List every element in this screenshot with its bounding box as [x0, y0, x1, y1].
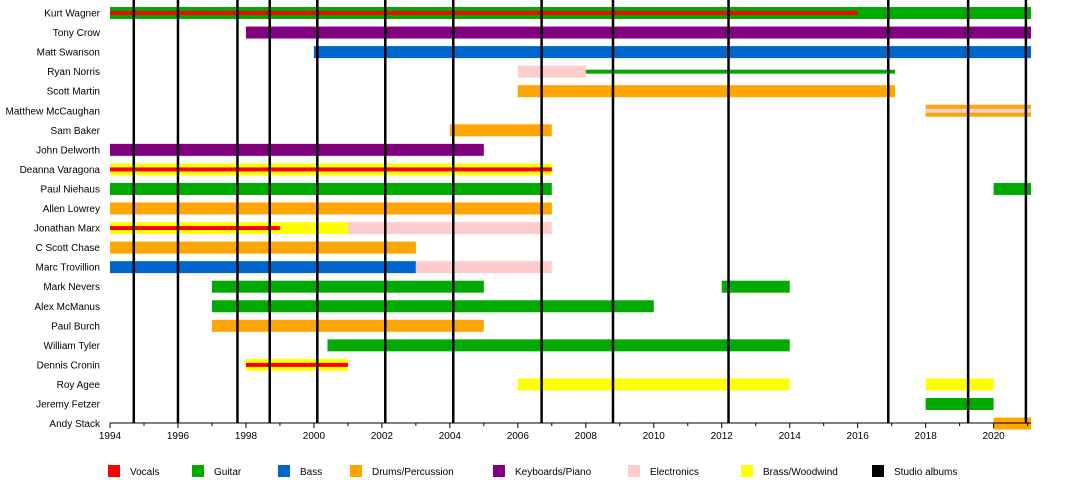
- x-tick-label-1994: 1994: [99, 431, 122, 442]
- bar-roy-agee-brass-woodwind-1: [925, 378, 994, 391]
- stripe-ryan-norris-guitar-0: [585, 69, 896, 74]
- bar-paul-burch-drums-percussion-0: [211, 319, 484, 332]
- member-label-marc-trovillion: Marc Trovillion: [36, 263, 100, 274]
- member-label-scott-martin: Scott Martin: [47, 87, 100, 98]
- member-label-c-scott-chase: C Scott Chase: [36, 243, 101, 254]
- bar-paul-niehaus-guitar-1: [993, 182, 1031, 195]
- member-label-tony-crow: Tony Crow: [53, 28, 101, 39]
- bar-marc-trovillion-bass-0: [110, 261, 416, 274]
- bar-mark-nevers-guitar-0: [211, 280, 484, 293]
- legend: Vocals Guitar Bass Drums/Percussion Keyboard…: [108, 465, 957, 478]
- bar-roy-agee-brass-woodwind-0: [517, 378, 790, 391]
- legend-label-studio-albums: Studio albums: [894, 467, 957, 478]
- legend-label-keyboards-piano: Keyboards/Piano: [515, 467, 592, 478]
- member-label-alex-mcmanus: Alex McManus: [34, 302, 100, 313]
- x-tick-label-2020: 2020: [982, 431, 1005, 442]
- bar-matt-swanson-bass-0: [313, 46, 1031, 59]
- studio-album-lines: [132, 0, 1028, 423]
- member-label-william-tyler: William Tyler: [44, 341, 101, 352]
- bar-ryan-norris-electronics-0: [517, 65, 586, 78]
- legend-swatch-brass-woodwind: [741, 465, 753, 477]
- bar-c-scott-chase-drums-percussion-0: [110, 241, 416, 254]
- member-label-kurt-wagner: Kurt Wagner: [44, 9, 100, 20]
- bar-paul-niehaus-guitar-0: [110, 182, 552, 195]
- legend-swatch-guitar: [192, 465, 204, 477]
- bar-andy-stack-drums-percussion-0: [993, 417, 1031, 430]
- bar-scott-martin-drums-percussion-0: [517, 85, 896, 98]
- x-tick-label-1996: 1996: [167, 431, 190, 442]
- legend-label-bass: Bass: [300, 467, 322, 478]
- bar-jonathan-marx-electronics-1: [347, 222, 552, 235]
- member-bars: [110, 7, 1031, 430]
- legend-swatch-bass: [278, 465, 290, 477]
- bar-tony-crow-keyboards-piano-0: [245, 26, 1031, 39]
- stripe-kurt-wagner-vocals-0: [110, 11, 858, 15]
- x-tick-label-2004: 2004: [439, 431, 462, 442]
- member-labels: Kurt Wagner Tony Crow Matt Swanson Ryan Nor…: [6, 9, 101, 431]
- bar-sam-baker-drums-percussion-0: [449, 124, 552, 137]
- stripe-deanna-varagona-vocals-0: [110, 167, 552, 172]
- member-label-sam-baker: Sam Baker: [51, 126, 101, 137]
- bar-jeremy-fetzer-guitar-0: [925, 398, 994, 410]
- member-label-dennis-cronin: Dennis Cronin: [37, 360, 100, 371]
- legend-label-guitar: Guitar: [214, 467, 242, 478]
- legend-label-drums-percussion: Drums/Percussion: [372, 467, 454, 478]
- member-label-paul-niehaus: Paul Niehaus: [41, 184, 100, 195]
- member-label-mark-nevers: Mark Nevers: [43, 282, 100, 293]
- bar-marc-trovillion-electronics-1: [415, 261, 552, 274]
- member-label-matt-swanson: Matt Swanson: [37, 48, 100, 59]
- legend-swatch-drums-percussion: [350, 465, 362, 477]
- stripe-jonathan-marx-vocals-0: [110, 226, 280, 231]
- x-axis: 1994 1996 1998 2000 2002 2004 2006 2008 2010 2012…: [99, 422, 1031, 442]
- x-tick-label-2002: 2002: [371, 431, 394, 442]
- bar-mark-nevers-guitar-1: [721, 280, 790, 293]
- member-label-jonathan-marx: Jonathan Marx: [34, 224, 100, 235]
- x-tick-label-2008: 2008: [575, 431, 598, 442]
- x-tick-label-2016: 2016: [847, 431, 870, 442]
- bar-alex-mcmanus-guitar-0: [211, 300, 654, 313]
- x-tick-label-1998: 1998: [235, 431, 258, 442]
- stripe-matthew-mccaughan-electronics-0: [925, 108, 1031, 113]
- legend-swatch-vocals: [108, 465, 120, 477]
- x-tick-label-2018: 2018: [915, 431, 938, 442]
- bar-john-delworth-keyboards-piano-0: [110, 143, 484, 156]
- legend-swatch-electronics: [628, 465, 640, 477]
- legend-label-brass-woodwind: Brass/Woodwind: [763, 467, 838, 478]
- stripe-dennis-cronin-vocals-0: [245, 362, 348, 367]
- x-tick-label-2000: 2000: [303, 431, 326, 442]
- legend-label-vocals: Vocals: [130, 467, 159, 478]
- bar-allen-lowrey-drums-percussion-0: [110, 202, 552, 215]
- member-label-ryan-norris: Ryan Norris: [47, 67, 100, 78]
- legend-swatch-keyboards-piano: [493, 465, 505, 477]
- x-tick-label-2012: 2012: [711, 431, 734, 442]
- member-label-matthew-mccaughan: Matthew McCaughan: [6, 106, 101, 117]
- member-label-allen-lowrey: Allen Lowrey: [43, 204, 100, 215]
- legend-label-electronics: Electronics: [650, 467, 699, 478]
- x-tick-label-2010: 2010: [643, 431, 666, 442]
- member-label-paul-burch: Paul Burch: [51, 321, 100, 332]
- member-label-john-delworth: John Delworth: [36, 145, 100, 156]
- member-label-roy-agee: Roy Agee: [57, 380, 101, 391]
- x-tick-label-2006: 2006: [507, 431, 530, 442]
- member-label-deanna-varagona: Deanna Varagona: [20, 165, 101, 176]
- member-label-andy-stack: Andy Stack: [49, 419, 101, 430]
- bar-william-tyler-guitar-0: [327, 339, 790, 352]
- legend-swatch-studio-albums: [872, 465, 884, 477]
- member-label-jeremy-fetzer: Jeremy Fetzer: [36, 400, 101, 411]
- x-tick-label-2014: 2014: [779, 431, 802, 442]
